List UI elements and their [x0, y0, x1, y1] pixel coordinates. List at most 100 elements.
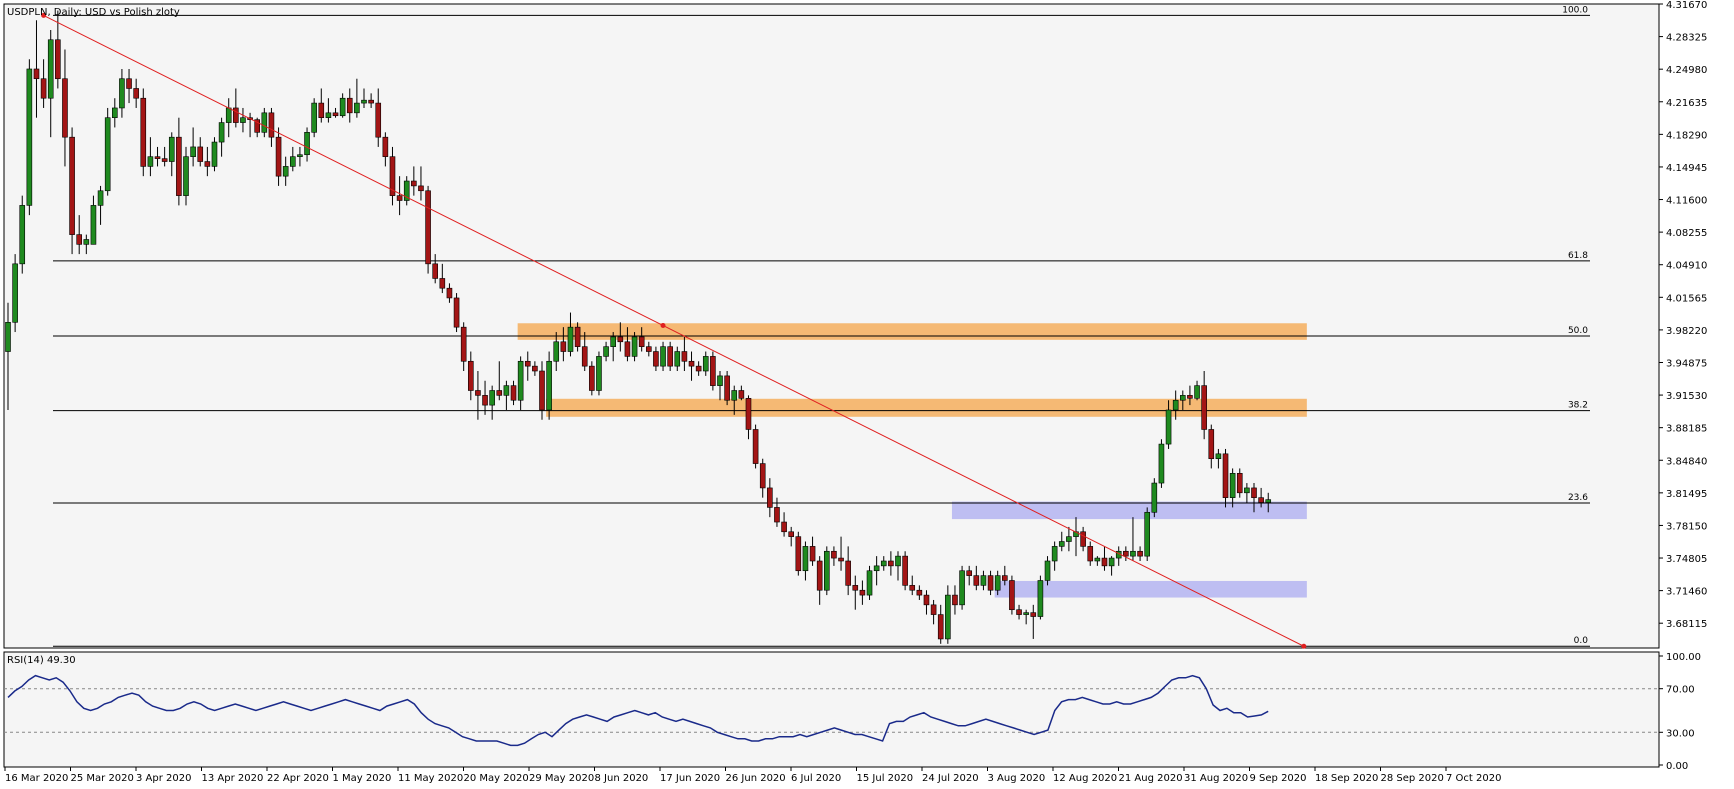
candle-body[interactable] — [638, 336, 645, 347]
candle-body[interactable] — [1151, 482, 1158, 513]
candle-body[interactable] — [268, 112, 275, 138]
candle-body[interactable] — [403, 180, 410, 201]
candle-body[interactable] — [880, 560, 887, 567]
rsi-line[interactable] — [7, 674, 1269, 747]
candle-body[interactable] — [225, 107, 232, 123]
candle-body[interactable] — [560, 341, 567, 352]
candle-body[interactable] — [873, 565, 880, 572]
candle-body[interactable] — [204, 161, 211, 167]
candle-body[interactable] — [183, 156, 189, 196]
candle-body[interactable] — [90, 205, 97, 245]
candle-body[interactable] — [460, 326, 467, 362]
candle-body[interactable] — [432, 263, 439, 279]
candle-body[interactable] — [489, 390, 495, 406]
candle-body[interactable] — [26, 68, 33, 206]
candle-body[interactable] — [624, 341, 631, 357]
candle-body[interactable] — [475, 390, 481, 396]
candle-body[interactable] — [453, 297, 460, 328]
candle-body[interactable] — [909, 585, 916, 591]
candle-body[interactable] — [112, 107, 118, 118]
candle-body[interactable] — [596, 356, 602, 391]
candle-body[interactable] — [603, 346, 609, 357]
candle-body[interactable] — [660, 346, 666, 367]
candle-body[interactable] — [945, 594, 951, 640]
candle-body[interactable] — [1058, 541, 1065, 547]
candle-body[interactable] — [1244, 487, 1250, 494]
candle-body[interactable] — [147, 156, 154, 167]
candle-body[interactable] — [667, 346, 673, 367]
candle-body[interactable] — [973, 575, 980, 586]
candle-body[interactable] — [987, 575, 994, 591]
candle-body[interactable] — [1066, 536, 1072, 542]
candle-body[interactable] — [1208, 429, 1215, 459]
candle-body[interactable] — [923, 594, 930, 606]
candle-body[interactable] — [503, 385, 510, 396]
candle-body[interactable] — [1023, 612, 1029, 615]
candle-body[interactable] — [1215, 453, 1222, 459]
candle-body[interactable] — [411, 180, 417, 187]
candle-body[interactable] — [524, 360, 531, 367]
candle-body[interactable] — [119, 78, 125, 109]
candle-body[interactable] — [69, 136, 75, 235]
candle-body[interactable] — [240, 117, 246, 123]
candle-body[interactable] — [361, 99, 367, 104]
candle-body[interactable] — [816, 560, 823, 591]
candle-body[interactable] — [83, 239, 90, 245]
candle-body[interactable] — [567, 326, 574, 352]
candle-body[interactable] — [1229, 473, 1236, 498]
candle-body[interactable] — [382, 136, 389, 157]
candle-body[interactable] — [966, 570, 973, 576]
support-zone-3[interactable] — [994, 580, 1307, 598]
candle-body[interactable] — [510, 385, 517, 401]
candle-body[interactable] — [688, 360, 695, 367]
candle-body[interactable] — [1201, 385, 1207, 430]
candle-body[interactable] — [581, 346, 588, 367]
candle-body[interactable] — [902, 555, 908, 586]
candle-body[interactable] — [1016, 609, 1022, 615]
candle-body[interactable] — [375, 102, 382, 138]
candle-body[interactable] — [1101, 557, 1108, 567]
candle-body[interactable] — [1080, 531, 1086, 547]
candle-body[interactable] — [1137, 550, 1143, 557]
candle-body[interactable] — [1165, 409, 1172, 445]
candle-body[interactable] — [1044, 560, 1051, 581]
candle-body[interactable] — [610, 336, 617, 347]
candle-body[interactable] — [261, 112, 268, 133]
resistance-zone-1[interactable] — [546, 398, 1307, 417]
candle-body[interactable] — [795, 536, 802, 572]
candle-body[interactable] — [62, 78, 68, 138]
candle-body[interactable] — [959, 570, 965, 606]
candle-body[interactable] — [1144, 511, 1150, 557]
candle-body[interactable] — [40, 78, 47, 99]
candle-body[interactable] — [254, 119, 260, 133]
candle-body[interactable] — [745, 397, 752, 430]
candle-body[interactable] — [717, 375, 723, 386]
trend-line[interactable] — [43, 14, 1305, 647]
candle-body[interactable] — [176, 136, 182, 196]
candle-body[interactable] — [346, 97, 353, 114]
candle-body[interactable] — [553, 341, 560, 362]
candle-body[interactable] — [774, 507, 780, 523]
candle-body[interactable] — [1158, 443, 1165, 484]
candle-body[interactable] — [831, 550, 837, 559]
candle-body[interactable] — [1051, 546, 1058, 562]
candle-body[interactable] — [546, 360, 552, 411]
candle-body[interactable] — [282, 166, 289, 177]
candle-body[interactable] — [517, 360, 524, 401]
candle-body[interactable] — [859, 589, 866, 596]
candle-body[interactable] — [218, 122, 225, 143]
candle-body[interactable] — [1236, 473, 1243, 494]
candle-body[interactable] — [710, 356, 716, 386]
candle-body[interactable] — [496, 390, 503, 396]
candle-body[interactable] — [681, 351, 688, 362]
candle-body[interactable] — [1087, 546, 1094, 562]
candle-body[interactable] — [895, 555, 901, 567]
candle-body[interactable] — [752, 429, 759, 464]
candle-body[interactable] — [781, 521, 787, 533]
candle-body[interactable] — [645, 346, 652, 352]
candle-body[interactable] — [631, 336, 638, 357]
candle-body[interactable] — [838, 557, 844, 562]
candle-body[interactable] — [1172, 399, 1179, 411]
candle-body[interactable] — [852, 585, 859, 591]
candle-body[interactable] — [97, 190, 104, 206]
